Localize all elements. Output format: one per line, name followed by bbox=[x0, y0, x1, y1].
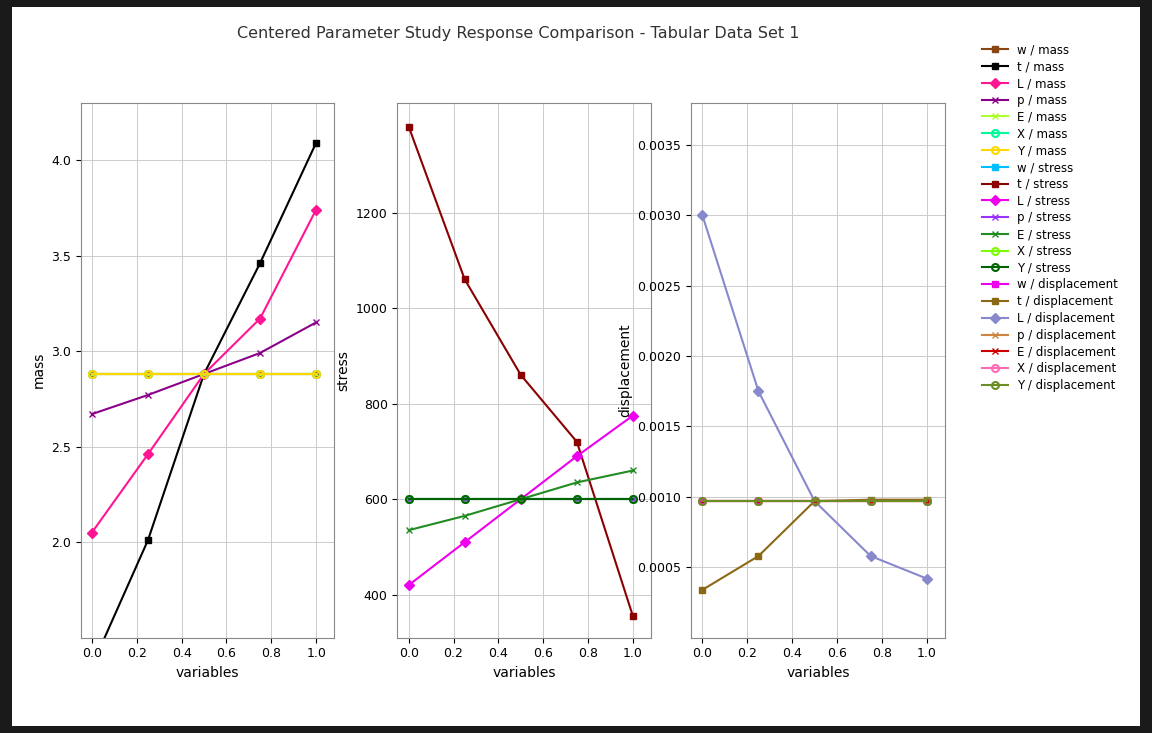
Y-axis label: mass: mass bbox=[31, 352, 45, 388]
Y-axis label: displacement: displacement bbox=[617, 323, 632, 417]
X-axis label: variables: variables bbox=[786, 666, 850, 680]
Text: Centered Parameter Study Response Comparison - Tabular Data Set 1: Centered Parameter Study Response Compar… bbox=[237, 26, 799, 40]
X-axis label: variables: variables bbox=[175, 666, 240, 680]
Legend: w / mass, t / mass, L / mass, p / mass, E / mass, X / mass, Y / mass, w / stress: w / mass, t / mass, L / mass, p / mass, … bbox=[977, 39, 1123, 397]
Y-axis label: stress: stress bbox=[336, 350, 350, 391]
X-axis label: variables: variables bbox=[492, 666, 556, 680]
